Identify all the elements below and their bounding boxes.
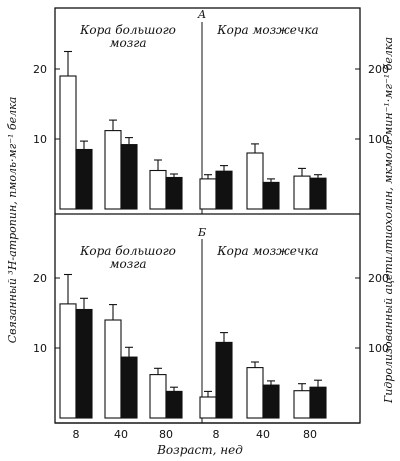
right-tick-label: 200: [368, 272, 389, 285]
filled-bar: [120, 356, 138, 419]
open-bar: [293, 390, 311, 419]
filled-bar: [215, 341, 233, 419]
right-axis-label: Гидролизованный ацетилтиохолин, мкмоль·м…: [382, 37, 395, 404]
open-bar: [246, 152, 264, 210]
filled-bar: [120, 144, 138, 210]
panel-label: Б: [197, 226, 206, 239]
x-tick-label: 80: [303, 428, 317, 441]
group-title: Кора большого: [79, 244, 176, 258]
right-tick-label: 200: [368, 63, 389, 76]
group-title: мозга: [110, 36, 147, 50]
right-tick-label: 100: [368, 133, 389, 146]
filled-bar: [215, 170, 233, 210]
filled-bar: [262, 181, 280, 210]
x-tick-label: 80: [159, 428, 173, 441]
group-title: Кора большого: [79, 23, 176, 37]
left-tick-label: 10: [33, 342, 47, 355]
filled-bar: [262, 384, 280, 419]
group-title: Кора мозжечка: [216, 23, 318, 37]
filled-bar: [309, 177, 327, 210]
filled-bar: [165, 390, 183, 419]
group-title: Кора мозжечка: [216, 244, 318, 258]
left-tick-label: 20: [33, 272, 47, 285]
filled-bar: [75, 308, 93, 419]
x-tick-label: 40: [256, 428, 270, 441]
x-tick-label: 8: [73, 428, 80, 441]
open-bar: [246, 367, 264, 419]
open-bar: [149, 374, 167, 419]
left-tick-label: 10: [33, 133, 47, 146]
open-bar: [149, 169, 167, 210]
panel-label: А: [197, 8, 206, 21]
open-bar: [293, 175, 311, 210]
x-axis-label: Возраст, нед: [156, 443, 243, 457]
filled-bar: [309, 386, 327, 419]
filled-bar: [165, 176, 183, 210]
open-bar: [59, 303, 77, 419]
chart-frame: [54, 7, 361, 424]
filled-bar: [75, 148, 93, 210]
open-bar: [199, 178, 217, 210]
open-bar: [104, 130, 122, 210]
left-tick-label: 20: [33, 63, 47, 76]
open-bar: [59, 75, 77, 210]
group-title: мозга: [110, 257, 147, 271]
open-bar: [104, 319, 122, 419]
x-tick-label: 8: [213, 428, 220, 441]
right-tick-label: 100: [368, 342, 389, 355]
open-bar: [199, 396, 217, 419]
x-tick-label: 40: [114, 428, 128, 441]
left-axis-label: Связанный ³H-атропин, пмоль·мг⁻¹ белка: [6, 97, 19, 344]
